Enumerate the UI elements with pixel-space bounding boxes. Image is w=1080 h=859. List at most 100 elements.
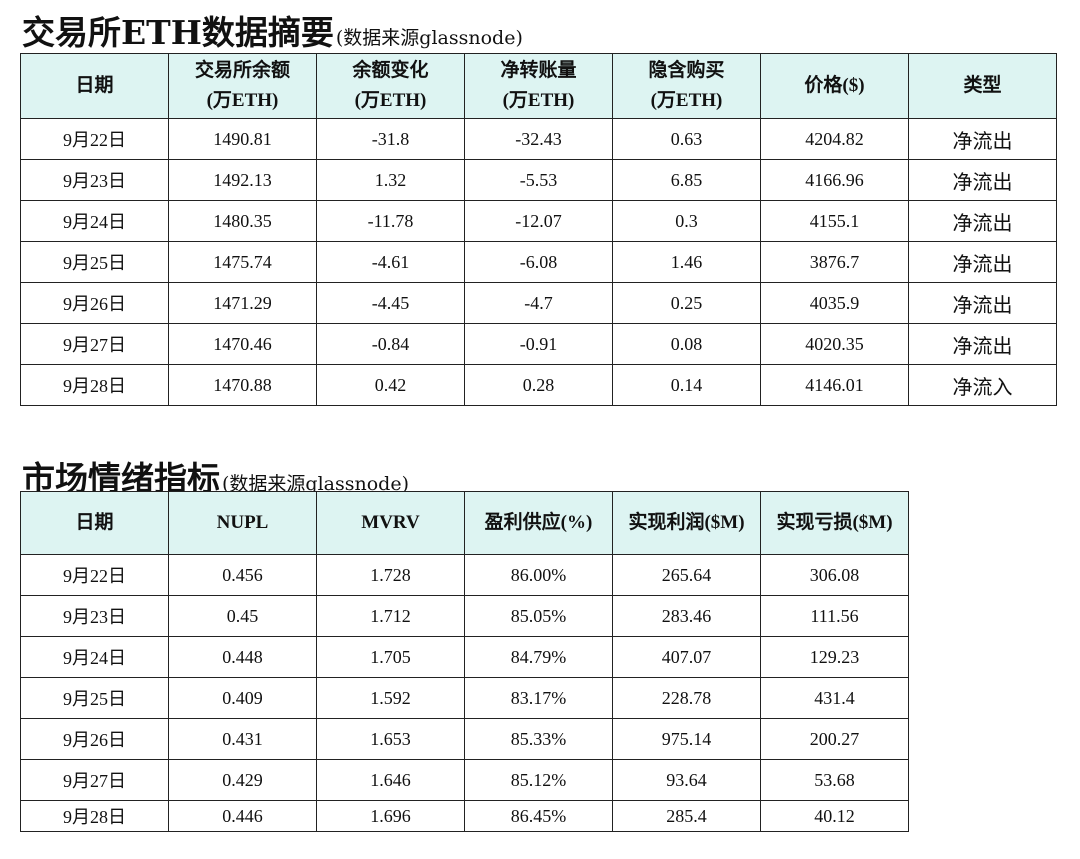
cell-implied-buying: 6.85 <box>612 159 761 201</box>
header-price: 价格($) <box>760 53 909 119</box>
cell-type: 净流出 <box>908 282 1057 324</box>
cell-date: 9月25日 <box>20 241 169 283</box>
table-row: 9月25日 0.409 1.592 83.17% 228.78 431.4 <box>20 677 909 719</box>
cell-realized-profit: 975.14 <box>612 718 761 760</box>
cell-date: 9月23日 <box>20 159 169 201</box>
section2-source-note: (数据来源glassnode) <box>222 473 409 495</box>
header-net-transfer: 净转账量 (万ETH) <box>464 53 613 119</box>
cell-implied-buying: 0.14 <box>612 364 761 406</box>
cell-date: 9月27日 <box>20 323 169 365</box>
cell-net-transfer: 0.28 <box>464 364 613 406</box>
cell-implied-buying: 0.08 <box>612 323 761 365</box>
table-row: 9月23日 1492.13 1.32 -5.53 6.85 4166.96 净流出 <box>20 159 1057 201</box>
table-row: 9月24日 1480.35 -11.78 -12.07 0.3 4155.1 净流出 <box>20 200 1057 242</box>
cell-nupl: 0.456 <box>168 554 317 596</box>
cell-mvrv: 1.653 <box>316 718 465 760</box>
cell-profit-supply: 85.05% <box>464 595 613 637</box>
cell-implied-buying: 0.63 <box>612 118 761 160</box>
cell-type: 净流出 <box>908 323 1057 365</box>
cell-realized-loss: 431.4 <box>760 677 909 719</box>
cell-type: 净流入 <box>908 364 1057 406</box>
cell-realized-loss: 53.68 <box>760 759 909 801</box>
cell-net-transfer: -0.91 <box>464 323 613 365</box>
header-balance-change: 余额变化 (万ETH) <box>316 53 465 119</box>
cell-price: 4166.96 <box>760 159 909 201</box>
cell-price: 4035.9 <box>760 282 909 324</box>
cell-realized-loss: 306.08 <box>760 554 909 596</box>
cell-mvrv: 1.646 <box>316 759 465 801</box>
cell-realized-profit: 285.4 <box>612 800 761 832</box>
cell-profit-supply: 84.79% <box>464 636 613 678</box>
cell-nupl: 0.448 <box>168 636 317 678</box>
cell-net-transfer: -6.08 <box>464 241 613 283</box>
cell-profit-supply: 85.12% <box>464 759 613 801</box>
cell-profit-supply: 86.45% <box>464 800 613 832</box>
cell-date: 9月22日 <box>20 554 169 596</box>
cell-nupl: 0.431 <box>168 718 317 760</box>
table-row: 9月26日 1471.29 -4.45 -4.7 0.25 4035.9 净流出 <box>20 282 1057 324</box>
cell-net-transfer: -4.7 <box>464 282 613 324</box>
cell-mvrv: 1.705 <box>316 636 465 678</box>
cell-realized-loss: 111.56 <box>760 595 909 637</box>
cell-type: 净流出 <box>908 241 1057 283</box>
cell-exchange-balance: 1480.35 <box>168 200 317 242</box>
cell-date: 9月27日 <box>20 759 169 801</box>
cell-mvrv: 1.592 <box>316 677 465 719</box>
cell-exchange-balance: 1470.88 <box>168 364 317 406</box>
cell-mvrv: 1.712 <box>316 595 465 637</box>
cell-date: 9月28日 <box>20 800 169 832</box>
header-realized-loss: 实现亏损($M) <box>760 491 909 555</box>
cell-nupl: 0.446 <box>168 800 317 832</box>
cell-date: 9月25日 <box>20 677 169 719</box>
cell-date: 9月22日 <box>20 118 169 160</box>
cell-date: 9月26日 <box>20 718 169 760</box>
table-header-row: 日期 交易所余额 (万ETH) 余额变化 (万ETH) 净转账量 (万ETH) 隐含购… <box>20 53 1057 119</box>
cell-balance-change: -11.78 <box>316 200 465 242</box>
table-header-row: 日期 NUPL MVRV 盈利供应(%) 实现利润($M) 实现亏损($M) <box>20 491 909 555</box>
header-date: 日期 <box>20 491 169 555</box>
table-row: 9月28日 0.446 1.696 86.45% 285.4 40.12 <box>20 800 909 832</box>
cell-date: 9月24日 <box>20 636 169 678</box>
table-row: 9月24日 0.448 1.705 84.79% 407.07 129.23 <box>20 636 909 678</box>
cell-exchange-balance: 1470.46 <box>168 323 317 365</box>
cell-implied-buying: 0.25 <box>612 282 761 324</box>
header-realized-profit: 实现利润($M) <box>612 491 761 555</box>
section1-title: 交易所ETH数据摘要 (数据来源glassnode) <box>22 6 523 54</box>
table-row: 9月27日 0.429 1.646 85.12% 93.64 53.68 <box>20 759 909 801</box>
table-row: 9月22日 1490.81 -31.8 -32.43 0.63 4204.82 净流出 <box>20 118 1057 160</box>
cell-net-transfer: -12.07 <box>464 200 613 242</box>
header-implied-buying: 隐含购买 (万ETH) <box>612 53 761 119</box>
cell-exchange-balance: 1492.13 <box>168 159 317 201</box>
cell-type: 净流出 <box>908 118 1057 160</box>
cell-nupl: 0.429 <box>168 759 317 801</box>
cell-price: 3876.7 <box>760 241 909 283</box>
cell-balance-change: -4.61 <box>316 241 465 283</box>
cell-profit-supply: 85.33% <box>464 718 613 760</box>
cell-balance-change: 0.42 <box>316 364 465 406</box>
cell-realized-loss: 40.12 <box>760 800 909 832</box>
cell-nupl: 0.45 <box>168 595 317 637</box>
cell-realized-profit: 93.64 <box>612 759 761 801</box>
section1-source-note: (数据来源glassnode) <box>335 27 523 49</box>
cell-price: 4146.01 <box>760 364 909 406</box>
cell-balance-change: -4.45 <box>316 282 465 324</box>
cell-balance-change: 1.32 <box>316 159 465 201</box>
header-type: 类型 <box>908 53 1057 119</box>
cell-nupl: 0.409 <box>168 677 317 719</box>
table-row: 9月23日 0.45 1.712 85.05% 283.46 111.56 <box>20 595 909 637</box>
header-date: 日期 <box>20 53 169 119</box>
header-nupl: NUPL <box>168 491 317 555</box>
cell-price: 4204.82 <box>760 118 909 160</box>
table-row: 9月22日 0.456 1.728 86.00% 265.64 306.08 <box>20 554 909 596</box>
cell-implied-buying: 0.3 <box>612 200 761 242</box>
cell-realized-loss: 200.27 <box>760 718 909 760</box>
cell-date: 9月26日 <box>20 282 169 324</box>
table-row: 9月27日 1470.46 -0.84 -0.91 0.08 4020.35 净流出 <box>20 323 1057 365</box>
table-row: 9月28日 1470.88 0.42 0.28 0.14 4146.01 净流入 <box>20 364 1057 406</box>
cell-implied-buying: 1.46 <box>612 241 761 283</box>
cell-type: 净流出 <box>908 200 1057 242</box>
cell-balance-change: -31.8 <box>316 118 465 160</box>
cell-profit-supply: 83.17% <box>464 677 613 719</box>
cell-exchange-balance: 1475.74 <box>168 241 317 283</box>
table-row: 9月26日 0.431 1.653 85.33% 975.14 200.27 <box>20 718 909 760</box>
